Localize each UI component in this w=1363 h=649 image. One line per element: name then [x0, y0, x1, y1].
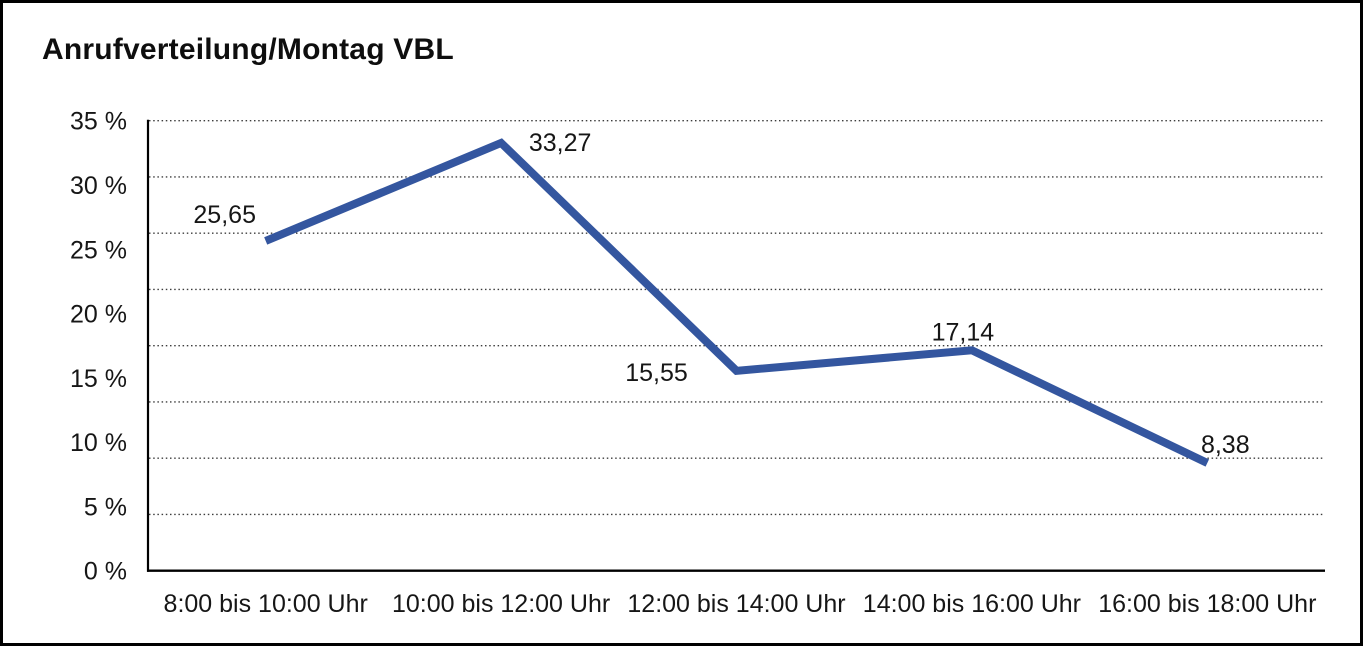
data-point-label: 15,55 [625, 359, 688, 387]
y-tick-label: 35 % [70, 108, 127, 136]
y-tick-label: 20 % [70, 301, 127, 329]
x-tick-label: 10:00 bis 12:00 Uhr [392, 590, 610, 618]
data-point-label: 17,14 [932, 318, 995, 346]
x-tick-label: 14:00 bis 16:00 Uhr [863, 590, 1081, 618]
y-tick-label: 10 % [70, 429, 127, 457]
y-tick-label: 5 % [84, 493, 127, 521]
y-tick-label: 30 % [70, 172, 127, 200]
data-point-label: 8,38 [1201, 431, 1250, 459]
data-line [264, 138, 1210, 467]
data-point-label: 25,65 [193, 201, 256, 229]
y-tick-label: 0 % [84, 558, 127, 586]
y-tick-label: 25 % [70, 236, 127, 264]
line-chart: 35 % 30 % 25 % 20 % 15 % 10 % 5 % 0 % 8:00 bis 1… [70, 108, 1325, 618]
x-tick-label: 8:00 bis 10:00 Uhr [164, 590, 368, 618]
y-tick-label: 15 % [70, 365, 127, 393]
x-tick-label: 12:00 bis 14:00 Uhr [627, 590, 845, 618]
data-point-label: 33,27 [529, 129, 592, 157]
chart-title: Anrufverteilung/Montag VBL [42, 33, 454, 66]
x-tick-label: 16:00 bis 18:00 Uhr [1098, 590, 1316, 618]
